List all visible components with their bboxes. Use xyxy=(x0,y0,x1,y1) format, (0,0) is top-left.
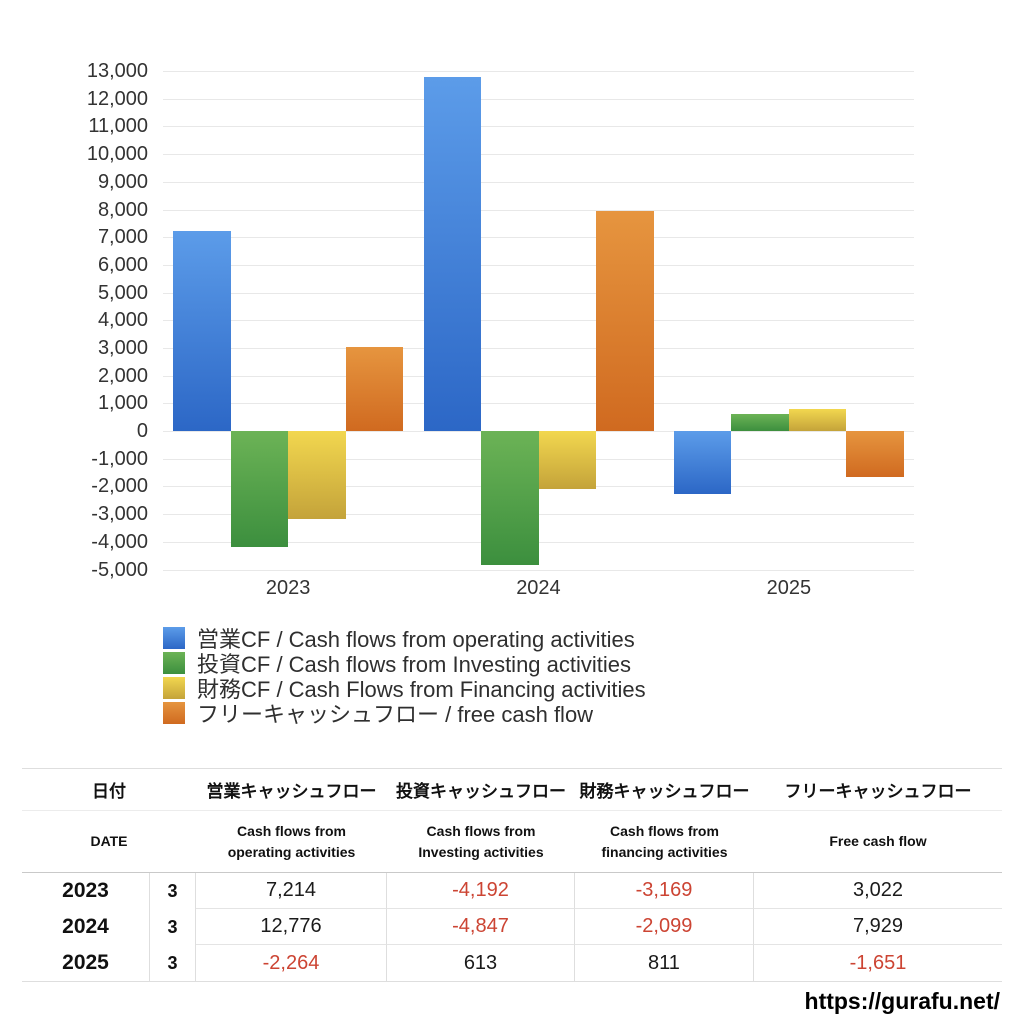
y-axis-tick-label: -3,000 xyxy=(91,503,148,526)
y-axis-tick-label: 12,000 xyxy=(86,87,148,110)
y-axis-tick-label: 6,000 xyxy=(97,253,148,276)
y-axis-tick-label: 7,000 xyxy=(97,226,148,249)
table-header-row-jp: 日付 営業キャッシュフロー 投資キャッシュフロー 財務キャッシュフロー フリーキャッシュ… xyxy=(22,769,1002,811)
gridline xyxy=(163,514,914,516)
y-axis-tick-label: 4,000 xyxy=(97,309,148,332)
legend-item-2: 投資CF / Cash flows from Investing activit… xyxy=(163,650,646,677)
cell-month: 3 xyxy=(150,873,196,909)
header-col4-jp: フリーキャッシュフロー xyxy=(784,782,972,801)
gridline xyxy=(163,209,914,211)
cell-month: 3 xyxy=(150,945,196,981)
header-col4-en: Free cash flow xyxy=(829,833,927,849)
y-axis-tick-label: 3,000 xyxy=(97,336,148,359)
cell-year: 2024 xyxy=(22,909,150,945)
legend-item-3: 財務CF / Cash Flows from Financing activit… xyxy=(163,675,646,702)
y-axis-tick-label: 0 xyxy=(136,420,148,442)
gridline xyxy=(163,541,914,543)
legend-label: フリーキャッシュフロー / free cash flow xyxy=(197,701,594,727)
y-axis-tick-label: 11,000 xyxy=(88,115,148,138)
legend-label: 投資CF / Cash flows from Investing activit… xyxy=(197,651,632,677)
cell-value: -4,847 xyxy=(387,909,575,945)
header-col1-jp: 営業キャッシュフロー xyxy=(206,782,377,801)
gridline xyxy=(163,71,914,72)
gridline xyxy=(163,181,914,183)
gridline xyxy=(163,264,914,266)
gridline xyxy=(163,320,914,322)
site-url-watermark: https://gurafu.net/ xyxy=(804,988,1000,1014)
cell-month: 3 xyxy=(150,909,196,945)
gridline xyxy=(163,292,914,294)
y-axis-tick-label: 2,000 xyxy=(97,364,148,387)
header-date-jp: 日付 xyxy=(92,782,126,801)
gridline xyxy=(163,347,914,349)
y-axis-tick-label: 13,000 xyxy=(86,60,148,82)
y-axis-tick-label: 10,000 xyxy=(86,143,148,166)
cell-value: 7,214 xyxy=(196,873,387,909)
cell-year: 2025 xyxy=(22,945,150,981)
legend-swatch xyxy=(163,651,185,674)
header-col2-en: Cash flows from Investing activities xyxy=(418,822,544,860)
y-axis-tick-label: 1,000 xyxy=(97,392,148,415)
gridline xyxy=(163,375,914,377)
bar-series3-2025[interactable] xyxy=(788,408,847,432)
table-row-2025: 2025 3 -2,264 613 811 -1,651 xyxy=(22,945,1002,981)
header-col2-jp: 投資キャッシュフロー xyxy=(396,782,566,801)
legend-swatch xyxy=(163,676,185,699)
gridline xyxy=(163,403,914,405)
cell-value: 3,022 xyxy=(754,873,1002,909)
bar-series1-2025[interactable] xyxy=(673,431,732,494)
bar-series2-2025[interactable] xyxy=(731,414,789,432)
bar-series4-2025[interactable] xyxy=(846,431,904,477)
header-date-en: DATE xyxy=(90,833,128,849)
legend-item-1: 営業CF / Cash flows from operating activit… xyxy=(163,625,646,652)
cash-flow-table: 日付 営業キャッシュフロー 投資キャッシュフロー 財務キャッシュフロー フリーキャッシュ… xyxy=(22,768,1002,982)
bar-series3-2023[interactable] xyxy=(288,431,346,519)
table-row-2024: 2024 3 12,776 -4,847 -2,099 7,929 xyxy=(22,909,1002,945)
bar-series4-2023[interactable] xyxy=(345,347,404,431)
header-col3-jp: 財務キャッシュフロー xyxy=(579,782,750,801)
bar-series4-2024[interactable] xyxy=(596,211,654,431)
gridline xyxy=(163,98,914,100)
y-axis-tick-label: 5,000 xyxy=(97,281,148,304)
x-axis-tick-label: 2023 xyxy=(265,577,311,599)
bar-series1-2023[interactable] xyxy=(173,231,231,431)
y-axis-tick-label: -4,000 xyxy=(91,530,148,553)
cell-value: 12,776 xyxy=(196,909,387,945)
bar-series1-2024[interactable] xyxy=(423,77,481,431)
cell-value: 7,929 xyxy=(754,909,1002,945)
y-axis-tick-label: -2,000 xyxy=(91,475,148,498)
header-col3-en: Cash flows from financing activities xyxy=(601,822,728,860)
cell-value: -2,264 xyxy=(196,945,387,981)
x-axis-tick-label: 2025 xyxy=(766,577,812,599)
y-axis-tick-label: -5,000 xyxy=(91,558,148,581)
cell-value: -2,099 xyxy=(575,909,754,945)
cell-value: -1,651 xyxy=(849,951,907,974)
bar-series2-2024[interactable] xyxy=(481,431,539,566)
bar-series3-2024[interactable] xyxy=(538,431,596,490)
legend-swatch xyxy=(163,626,185,649)
bar-series2-2023[interactable] xyxy=(230,431,289,548)
y-axis-tick-label: 9,000 xyxy=(97,170,148,193)
table-header-row-en: DATE Cash flows from operating activities… xyxy=(22,811,1002,873)
gridline xyxy=(163,126,914,128)
legend-label: 営業CF / Cash flows from operating activit… xyxy=(197,626,635,652)
legend-item-4: フリーキャッシュフロー / free cash flow xyxy=(163,700,646,727)
header-col1-en: Cash flows from operating activities xyxy=(227,822,356,860)
legend-label: 財務CF / Cash Flows from Financing activit… xyxy=(197,676,646,702)
gridline xyxy=(163,569,914,571)
cell-year: 2023 xyxy=(22,873,150,909)
table-row-2023: 2023 3 7,214 -4,192 -3,169 3,022 xyxy=(22,873,1002,909)
cell-value: -4,192 xyxy=(387,873,575,909)
legend-swatch xyxy=(163,701,185,724)
cell-value: 613 xyxy=(387,945,575,981)
cell-value: 811 xyxy=(575,945,754,981)
y-axis-tick-label: 8,000 xyxy=(97,198,148,221)
chart-legend: 営業CF / Cash flows from operating activit… xyxy=(163,625,646,727)
x-axis-tick-label: 2024 xyxy=(516,577,561,599)
y-axis-tick-label: -1,000 xyxy=(91,447,148,470)
gridline xyxy=(163,237,914,239)
cell-value: -3,169 xyxy=(575,873,754,909)
cash-flow-bar-chart: 13,000 12,000 11,000 10,000 9,000 8,000 7,000 6… xyxy=(86,60,914,599)
gridline xyxy=(163,154,914,156)
